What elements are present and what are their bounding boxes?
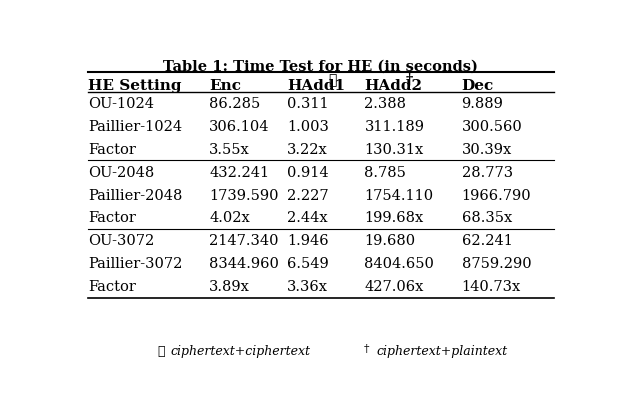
Text: HAdd2: HAdd2 (364, 79, 423, 92)
Text: ciphertext+ciphertext: ciphertext+ciphertext (170, 345, 310, 358)
Text: ciphertext+plaintext: ciphertext+plaintext (377, 345, 508, 358)
Text: ★: ★ (157, 345, 165, 358)
Text: ★: ★ (329, 73, 337, 87)
Text: 199.68x: 199.68x (364, 211, 424, 225)
Text: 8759.290: 8759.290 (461, 256, 531, 271)
Text: 2.227: 2.227 (287, 188, 329, 202)
Text: 306.104: 306.104 (209, 120, 270, 134)
Text: Factor: Factor (88, 143, 136, 157)
Text: 1966.790: 1966.790 (461, 188, 531, 202)
Text: 6.549: 6.549 (287, 256, 329, 271)
Text: HE Setting: HE Setting (88, 79, 182, 92)
Text: 1.946: 1.946 (287, 234, 329, 248)
Text: Factor: Factor (88, 279, 136, 293)
Text: 432.241: 432.241 (209, 165, 269, 179)
Text: 427.06x: 427.06x (364, 279, 424, 293)
Text: 2.44x: 2.44x (287, 211, 327, 225)
Text: Enc: Enc (209, 79, 241, 92)
Text: Factor: Factor (88, 211, 136, 225)
Text: 8.785: 8.785 (364, 165, 406, 179)
Text: 2.388: 2.388 (364, 97, 406, 111)
Text: 1.003: 1.003 (287, 120, 329, 134)
Text: 4.02x: 4.02x (209, 211, 250, 225)
Text: OU-3072: OU-3072 (88, 234, 154, 248)
Text: 0.311: 0.311 (287, 97, 329, 111)
Text: 62.241: 62.241 (461, 234, 513, 248)
Text: Dec: Dec (461, 79, 494, 92)
Text: 130.31x: 130.31x (364, 143, 424, 157)
Text: 1754.110: 1754.110 (364, 188, 434, 202)
Text: 140.73x: 140.73x (461, 279, 521, 293)
Text: HAdd1: HAdd1 (287, 79, 345, 92)
Text: OU-2048: OU-2048 (88, 165, 154, 179)
Text: 2147.340: 2147.340 (209, 234, 279, 248)
Text: 8404.650: 8404.650 (364, 256, 434, 271)
Text: 19.680: 19.680 (364, 234, 416, 248)
Text: Paillier-1024: Paillier-1024 (88, 120, 182, 134)
Text: Table 1: Time Test for HE (in seconds): Table 1: Time Test for HE (in seconds) (163, 60, 478, 73)
Text: 68.35x: 68.35x (461, 211, 512, 225)
Text: OU-1024: OU-1024 (88, 97, 154, 111)
Text: 86.285: 86.285 (209, 97, 260, 111)
Text: †: † (364, 343, 370, 354)
Text: †: † (406, 73, 413, 87)
Text: 8344.960: 8344.960 (209, 256, 279, 271)
Text: 9.889: 9.889 (461, 97, 503, 111)
Text: 3.89x: 3.89x (209, 279, 250, 293)
Text: 28.773: 28.773 (461, 165, 513, 179)
Text: Paillier-2048: Paillier-2048 (88, 188, 182, 202)
Text: Paillier-3072: Paillier-3072 (88, 256, 182, 271)
Text: 3.36x: 3.36x (287, 279, 328, 293)
Text: 1739.590: 1739.590 (209, 188, 279, 202)
Text: 0.914: 0.914 (287, 165, 329, 179)
Text: 300.560: 300.560 (461, 120, 522, 134)
Text: 311.189: 311.189 (364, 120, 424, 134)
Text: 30.39x: 30.39x (461, 143, 512, 157)
Text: 3.55x: 3.55x (209, 143, 250, 157)
Text: 3.22x: 3.22x (287, 143, 327, 157)
